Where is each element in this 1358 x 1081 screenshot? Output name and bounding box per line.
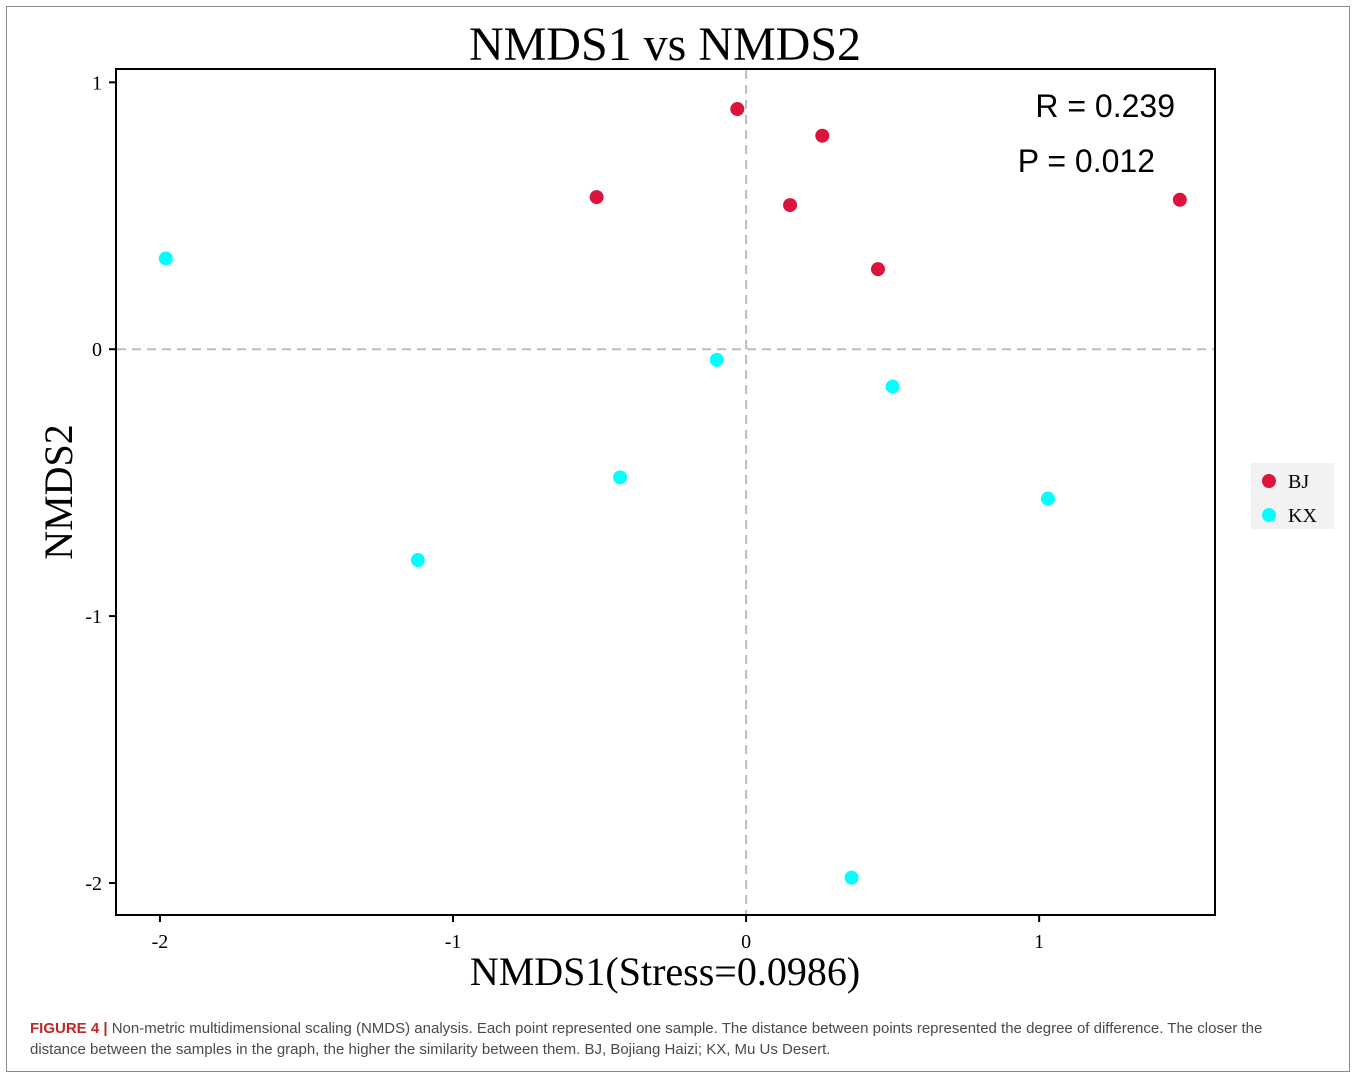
x-tick-label: -1 [445, 931, 462, 953]
y-tick-label: -1 [85, 606, 102, 628]
x-axis-label: NMDS1(Stress=0.0986) [470, 949, 860, 994]
y-tick-label: 1 [92, 72, 102, 94]
x-tick-label: 1 [1034, 931, 1044, 953]
data-point-kx [1040, 491, 1055, 506]
data-point-bj [783, 198, 798, 213]
annotation-p-value: P = 0.012 [1018, 143, 1155, 179]
data-point-bj [589, 190, 604, 205]
caption-text: Non-metric multidimensional scaling (NMD… [30, 1020, 1263, 1058]
data-point-bj [1172, 192, 1187, 207]
legend: BJ KX [1251, 463, 1334, 529]
data-point-kx [613, 470, 628, 485]
legend-marker-bj [1262, 474, 1276, 488]
data-point-kx [709, 352, 724, 367]
legend-label-kx: KX [1288, 505, 1317, 527]
nmds-scatter-chart: NMDS1 vs NMDS2 -2 -1 0 1 1 0 -1 -2 R = 0.239 P… [36, 18, 1334, 994]
data-point-bj [870, 262, 885, 277]
x-tick-label: 0 [741, 931, 751, 953]
y-tick-label: -2 [85, 873, 102, 895]
data-point-bj [730, 102, 745, 117]
annotation-r-value: R = 0.239 [1035, 88, 1175, 124]
data-point-kx [158, 251, 173, 266]
y-axis-ticks: 1 0 -1 -2 [85, 72, 116, 895]
plot-area [115, 68, 1216, 916]
legend-label-bj: BJ [1288, 471, 1309, 493]
legend-marker-kx [1262, 508, 1276, 522]
y-axis-label: NMDS2 [36, 424, 81, 560]
data-point-kx [885, 379, 900, 394]
data-point-bj [815, 128, 830, 143]
data-point-kx [844, 870, 859, 885]
chart-title: NMDS1 vs NMDS2 [469, 18, 861, 71]
x-tick-label: -2 [152, 931, 169, 953]
data-points [158, 102, 1187, 885]
y-tick-label: 0 [92, 339, 102, 361]
x-axis-ticks: -2 -1 0 1 [152, 915, 1044, 953]
data-point-kx [410, 553, 425, 568]
caption-label: FIGURE 4 | [30, 1020, 108, 1037]
figure-caption: FIGURE 4 | Non-metric multidimensional s… [30, 1018, 1320, 1060]
